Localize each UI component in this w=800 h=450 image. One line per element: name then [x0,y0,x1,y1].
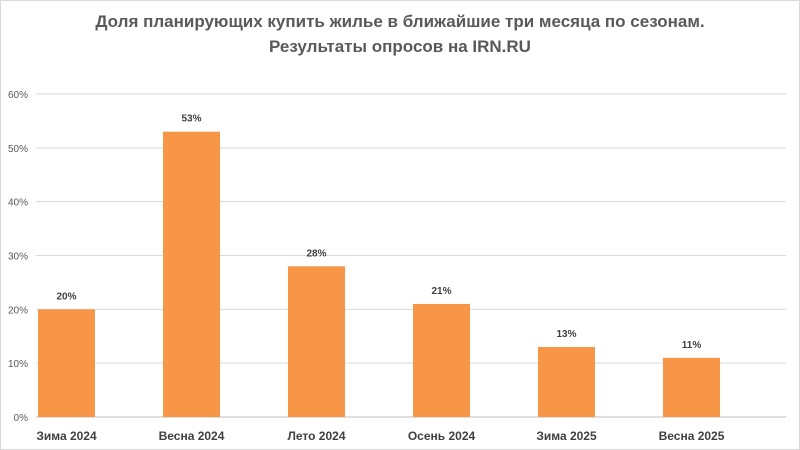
bar [663,357,720,417]
x-tick-label: Лето 2024 [287,429,345,443]
data-label: 53% [181,114,201,125]
x-tick-label: Весна 2024 [159,429,225,443]
data-label: 13% [556,329,576,340]
bar [288,266,345,417]
y-tick-label: 20% [8,305,28,316]
x-tick-label: Весна 2025 [659,429,725,443]
bar [38,309,95,417]
y-tick-label: 0% [14,413,29,424]
data-label: 20% [56,291,76,302]
data-label: 28% [306,248,326,259]
chart-title-line-1: Доля планирующих купить жилье в ближайши… [95,12,705,31]
y-tick-label: 60% [8,90,28,101]
y-tick-label: 50% [8,144,28,155]
bar [163,131,220,417]
y-tick-label: 40% [8,198,28,209]
data-label: 21% [431,286,451,297]
bar [538,347,595,417]
y-tick-label: 30% [8,252,28,263]
x-tick-label: Осень 2024 [408,429,476,443]
y-tick-label: 10% [8,359,28,370]
x-tick-label: Зима 2024 [36,429,97,443]
x-tick-label: Зима 2025 [536,429,597,443]
data-label: 11% [682,340,702,351]
bar [413,303,470,417]
chart-title-line-2: Результаты опросов на IRN.RU [269,37,531,56]
